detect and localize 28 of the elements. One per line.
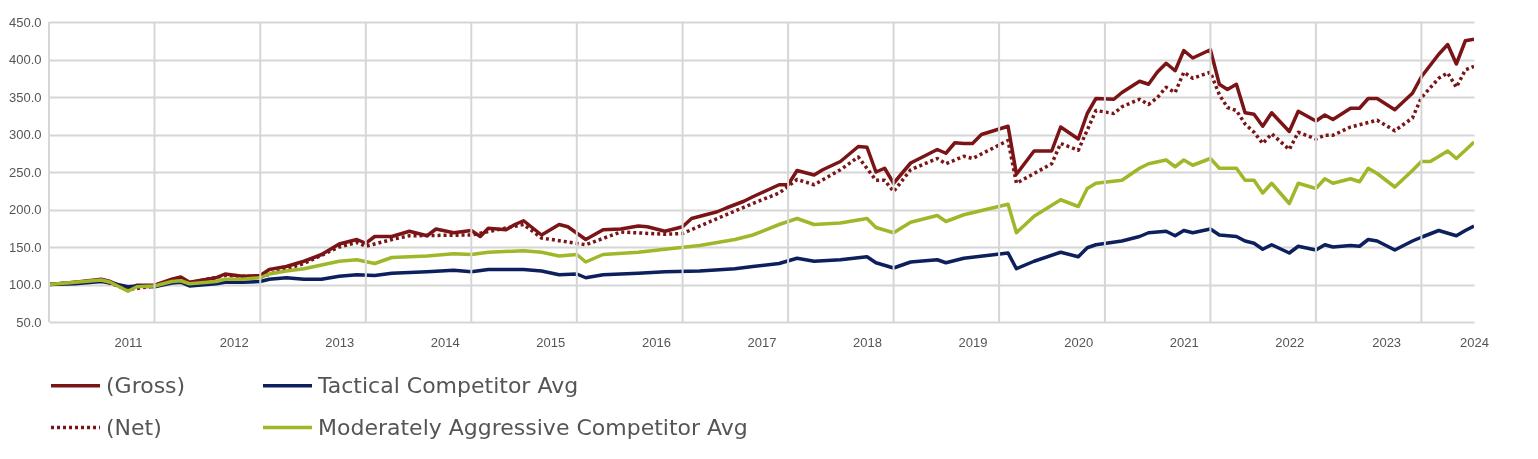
legend-label: (Gross) <box>106 372 186 398</box>
legend-label: (Net) <box>106 414 162 440</box>
y-tick-label: 250.0 <box>8 164 42 180</box>
x-tick-label: 2023 <box>1372 334 1402 350</box>
y-tick-label: 300.0 <box>8 127 42 142</box>
y-tick-label: 50.0 <box>16 314 42 330</box>
x-tick-label: 2021 <box>1169 334 1199 350</box>
x-tick-label: 2013 <box>325 334 355 350</box>
x-tick-label: 2012 <box>219 334 249 350</box>
legend-label: Moderately Aggressive Competitor Avg <box>318 414 748 440</box>
line-series <box>49 140 1474 293</box>
x-tick-label: 2011 <box>114 334 143 350</box>
x-tick-label: 2022 <box>1275 334 1305 350</box>
y-tick-label: 350.0 <box>8 89 42 105</box>
y-tick-label: 450.0 <box>8 14 42 30</box>
legend-label: Tactical Competitor Avg <box>317 372 579 398</box>
y-tick-label: 100.0 <box>8 277 42 292</box>
x-tick-label: 2014 <box>430 334 460 350</box>
y-tick-label: 200.0 <box>8 202 42 217</box>
x-tick-label: 2017 <box>747 334 777 350</box>
x-tick-label: 2019 <box>958 334 988 350</box>
x-tick-label: 2024 <box>1460 334 1489 350</box>
x-tick-label: 2018 <box>853 334 882 350</box>
x-tick-label: 2016 <box>642 334 671 350</box>
x-tick-label: 2015 <box>536 334 566 350</box>
y-tick-label: 150.0 <box>8 239 42 255</box>
x-tick-label: 2020 <box>1064 334 1094 350</box>
y-tick-label: 400.0 <box>8 52 42 67</box>
